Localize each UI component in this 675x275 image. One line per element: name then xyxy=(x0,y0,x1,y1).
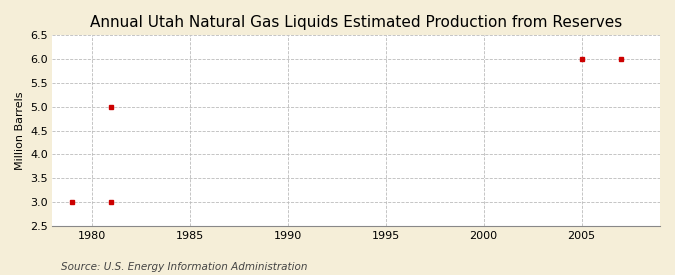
Y-axis label: Million Barrels: Million Barrels xyxy=(15,91,25,170)
Text: Source: U.S. Energy Information Administration: Source: U.S. Energy Information Administ… xyxy=(61,262,307,272)
Title: Annual Utah Natural Gas Liquids Estimated Production from Reserves: Annual Utah Natural Gas Liquids Estimate… xyxy=(90,15,622,30)
